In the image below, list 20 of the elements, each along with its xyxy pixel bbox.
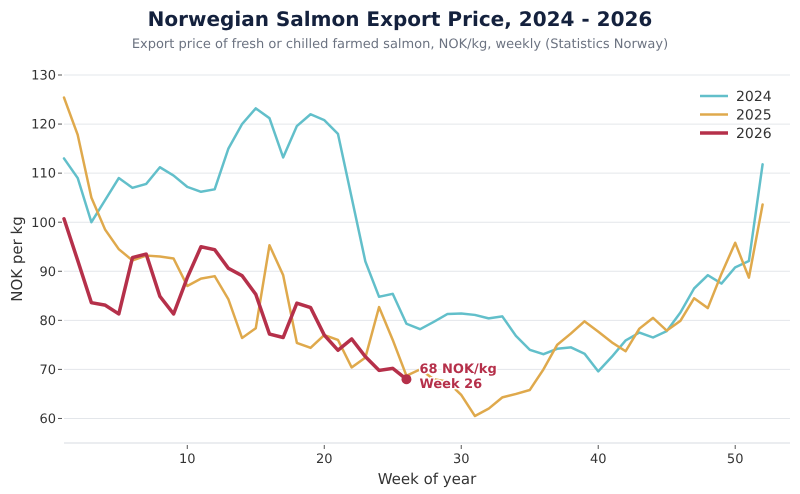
legend-label: 2026	[736, 126, 772, 142]
legend-label: 2024	[736, 88, 772, 105]
y-tick-label: 100	[31, 216, 56, 231]
y-tick-label: 130	[31, 68, 56, 84]
y-tick-label: 90	[39, 264, 56, 280]
chart-title: Norwegian Salmon Export Price, 2024 - 2026	[148, 7, 652, 31]
y-axis-title: NOK per kg	[8, 216, 26, 302]
y-tick-label: 120	[31, 118, 56, 133]
x-tick-label: 40	[590, 452, 606, 467]
x-axis-title: Week of year	[378, 470, 478, 488]
x-tick-label: 20	[316, 452, 333, 467]
legend-label: 2025	[736, 107, 772, 124]
x-tick-label: 10	[179, 452, 196, 467]
y-tick-label: 110	[31, 166, 56, 182]
x-tick-label: 50	[726, 452, 744, 467]
y-tick-label: 70	[39, 362, 56, 378]
y-tick-label: 80	[39, 314, 56, 329]
chart-subtitle: Export price of fresh or chilled farmed salmon, NOK/kg, weekly (Statistics Norway)	[132, 37, 668, 52]
y-tick-label: 60	[39, 412, 56, 428]
x-tick-label: 30	[452, 452, 470, 467]
